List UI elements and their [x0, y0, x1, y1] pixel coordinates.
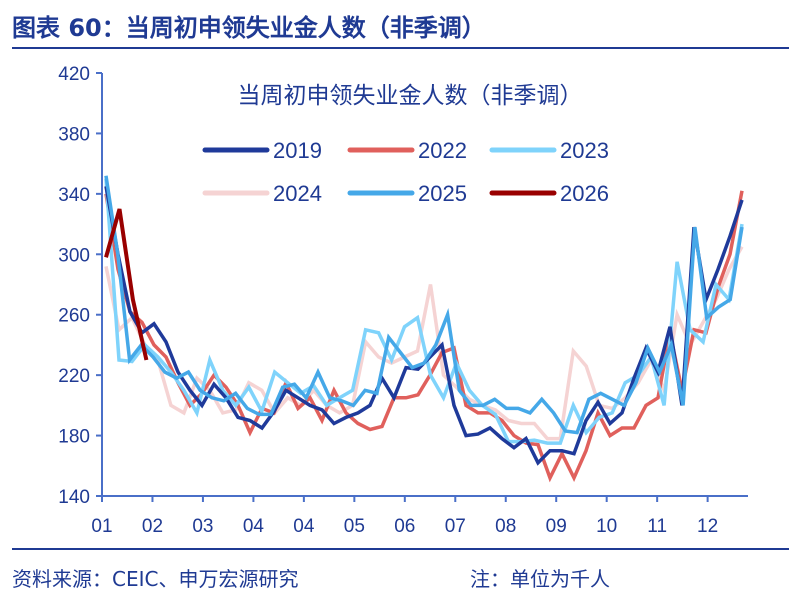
y-tick-label: 300 — [58, 245, 90, 266]
x-tick-label: 05 — [344, 516, 365, 537]
unit-note: 注：单位为千人 — [470, 567, 610, 591]
y-tick-label: 380 — [58, 124, 90, 145]
figure-title: 图表 60：当周初申领失业金人数（非季调） — [12, 14, 486, 42]
y-tick-label: 420 — [58, 64, 90, 85]
x-tick-label: 04 — [293, 516, 315, 537]
legend-label-2023: 2023 — [560, 138, 609, 163]
x-tick-label: 07 — [445, 516, 466, 537]
y-tick-label: 340 — [58, 185, 90, 206]
legend-label-2022: 2022 — [418, 138, 467, 163]
x-tick-label: 04 — [243, 516, 265, 537]
y-tick-label: 260 — [58, 306, 90, 327]
x-tick-label: 09 — [546, 516, 567, 537]
x-tick-label: 03 — [192, 516, 213, 537]
y-tick-label: 140 — [58, 487, 90, 508]
x-tick-label: 06 — [394, 516, 415, 537]
source-note: 资料来源：CEIC、申万宏源研究 — [12, 567, 299, 591]
y-tick-label: 180 — [58, 427, 90, 448]
series-line-2025 — [104, 175, 744, 435]
legend-label-2019: 2019 — [273, 138, 322, 163]
series-line-2022 — [104, 190, 744, 483]
legend-label-2024: 2024 — [273, 181, 322, 206]
y-tick-label: 220 — [58, 366, 90, 387]
x-tick-label: 10 — [596, 516, 617, 537]
x-tick-label: 12 — [697, 516, 718, 537]
legend-label-2025: 2025 — [418, 181, 467, 206]
x-tick-label: 08 — [495, 516, 516, 537]
x-tick-label: 01 — [91, 516, 112, 537]
x-tick-label: 11 — [647, 516, 667, 537]
title-divider — [12, 47, 789, 49]
chart-title: 当周初申领失业金人数（非季调） — [238, 83, 583, 109]
footer-divider — [12, 548, 789, 550]
legend-label-2026: 2026 — [560, 181, 609, 206]
x-tick-label: 02 — [142, 516, 163, 537]
series-line-2026 — [104, 208, 149, 361]
